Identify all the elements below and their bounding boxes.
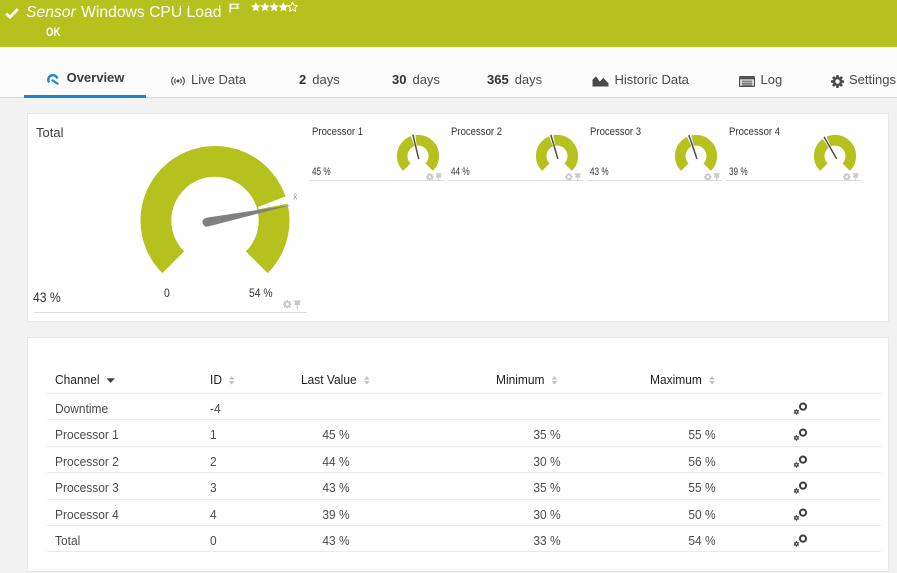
- svg-text:x̄: x̄: [293, 192, 298, 202]
